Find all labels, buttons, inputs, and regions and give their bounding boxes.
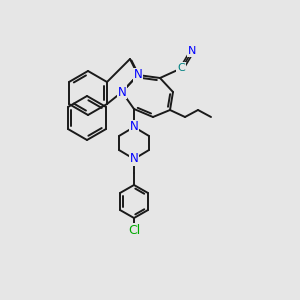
Text: N: N xyxy=(130,152,138,166)
Text: C: C xyxy=(177,63,185,73)
Text: Cl: Cl xyxy=(128,224,140,236)
Text: N: N xyxy=(188,46,196,56)
Text: N: N xyxy=(118,85,126,98)
Text: N: N xyxy=(130,121,138,134)
Text: N: N xyxy=(134,68,142,82)
